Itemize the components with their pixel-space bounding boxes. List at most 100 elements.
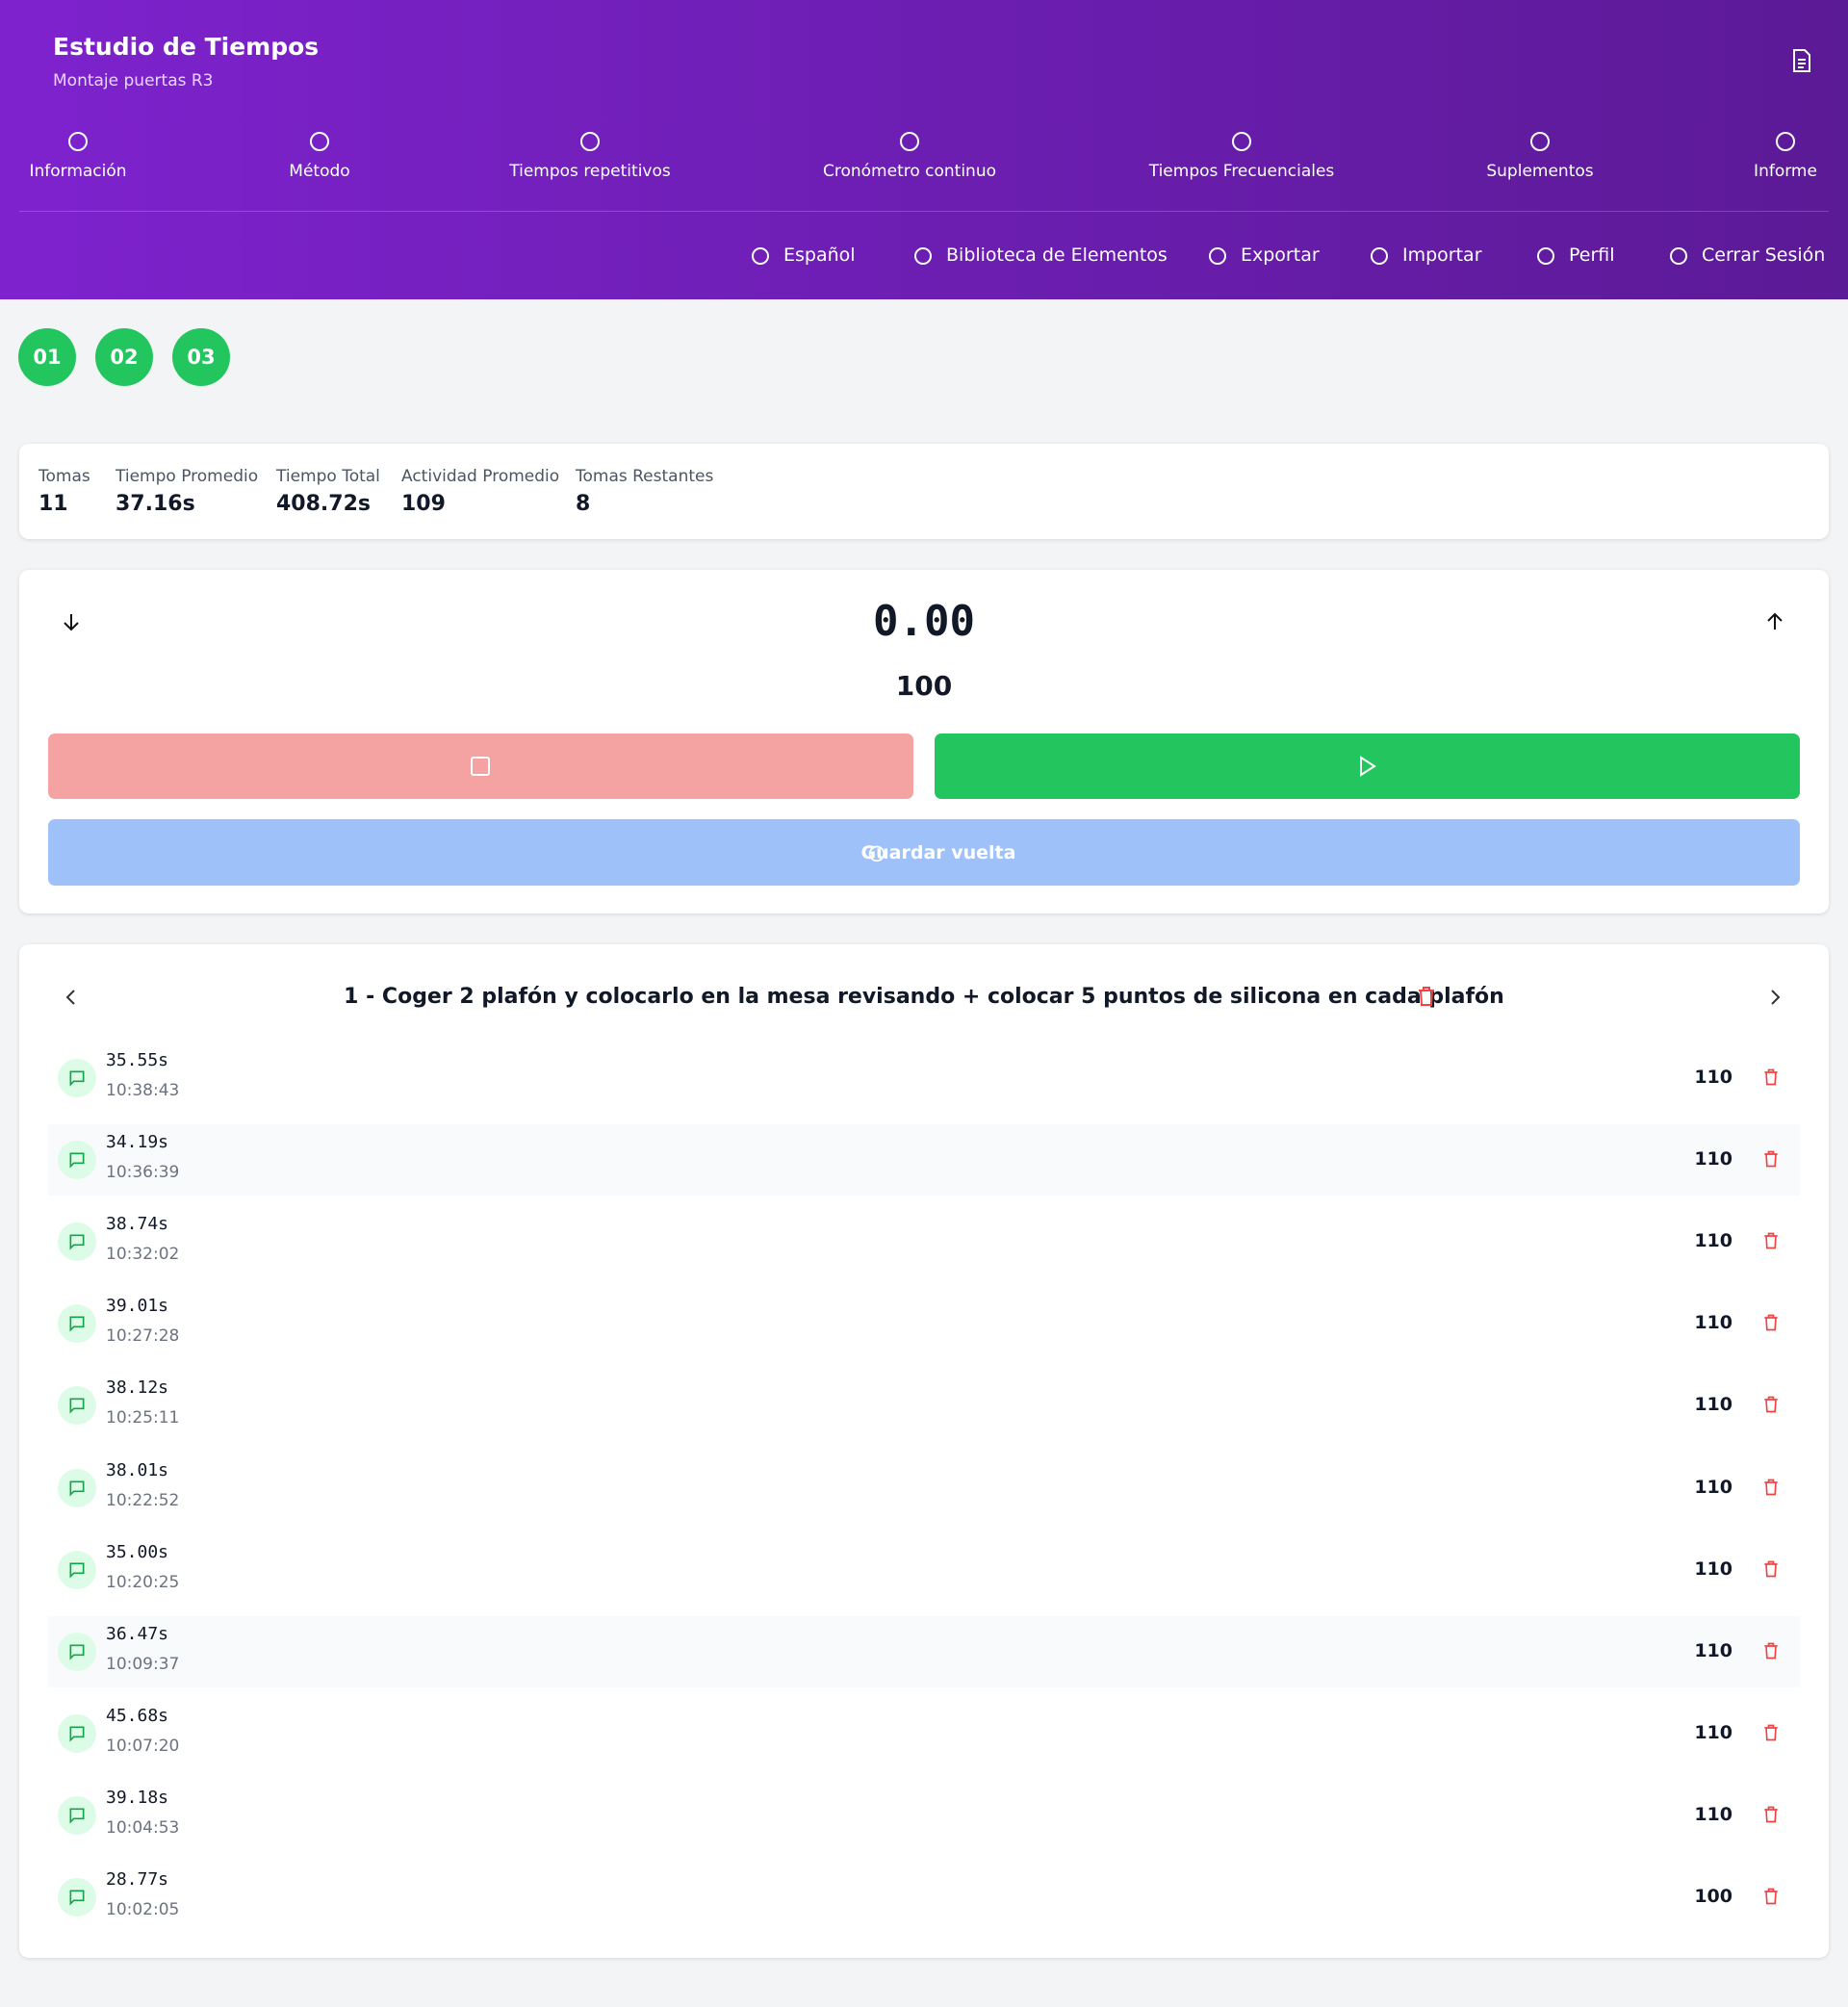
stat-value: 37.16s <box>116 492 195 516</box>
lap-activity: 110 <box>1694 1067 1732 1088</box>
lap-activity: 110 <box>1694 1312 1732 1334</box>
stat-value: 11 <box>38 492 68 516</box>
lap-time: 34.19s <box>106 1132 169 1153</box>
comment-button[interactable] <box>58 1059 96 1097</box>
delete-lap <box>1761 1231 1781 1254</box>
nav-item[interactable]: Informe <box>1754 162 1817 181</box>
lap-time: 35.55s <box>106 1050 169 1070</box>
stat-label: Actividad Promedio <box>401 467 560 486</box>
delete-element <box>1415 985 1438 1012</box>
comment-icon <box>67 1068 87 1092</box>
toolbar-item[interactable]: Importar <box>1402 244 1482 266</box>
toolbar-icon <box>1368 244 1391 271</box>
stats-card: Tomas 11 Tiempo Promedio 37.16s Tiempo Total… <box>19 444 1829 539</box>
comment-button[interactable] <box>58 1550 96 1589</box>
decrease-button <box>60 610 83 637</box>
lap-activity: 110 <box>1694 1476 1732 1498</box>
nav-icon-svg <box>1232 132 1251 151</box>
comment-button[interactable] <box>58 1878 96 1917</box>
lap-activity: 100 <box>1694 1886 1732 1907</box>
app-title: Estudio de Tiempos <box>53 33 320 61</box>
lap-clock: 10:07:20 <box>106 1736 180 1756</box>
save-lap-button[interactable]: Guardar vuelta <box>48 819 1800 886</box>
lap-row: 35.55s 10:38:43 110 <box>48 1042 1800 1114</box>
nav-icon-svg <box>900 132 919 151</box>
nav-icon-svg <box>310 132 329 151</box>
comment-icon-svg <box>69 1808 85 1824</box>
lap-row: 28.77s 10:02:05 100 <box>48 1862 1800 1933</box>
tab[interactable]: 01 <box>18 328 76 386</box>
nav-item[interactable]: Tiempos repetitivos <box>509 162 671 181</box>
lap-activity: 110 <box>1694 1721 1732 1743</box>
toolbar-item[interactable]: Exportar <box>1241 244 1320 266</box>
lap-activity: 110 <box>1694 1803 1732 1825</box>
lap-clock: 10:32:02 <box>106 1245 180 1265</box>
comment-icon-svg <box>69 1316 85 1332</box>
tab[interactable]: 02 <box>95 328 153 386</box>
toolbar-icon-svg <box>914 247 932 265</box>
comment-icon <box>67 1560 87 1583</box>
lap-clock: 10:02:05 <box>106 1900 180 1919</box>
save-lap-label: Guardar vuelta <box>860 842 1016 863</box>
nav-item[interactable]: Suplementos <box>1486 162 1594 181</box>
next-element-svg <box>1771 990 1781 1005</box>
comment-button[interactable] <box>58 1386 96 1426</box>
toolbar-icon <box>1667 244 1690 271</box>
app-subtitle: Montaje puertas R3 <box>53 71 214 90</box>
toolbar-item[interactable]: Cerrar Sesión <box>1702 244 1826 266</box>
delete-lap-svg <box>1764 1724 1778 1741</box>
header: Estudio de Tiempos Montaje puertas R3 In… <box>0 0 1848 299</box>
comment-button[interactable] <box>58 1468 96 1507</box>
laps-card: 1 - Coger 2 plafón y colocarlo en la mes… <box>19 944 1829 1958</box>
nav-item[interactable]: Tiempos Frecuenciales <box>1148 162 1335 181</box>
comment-button[interactable] <box>58 1141 96 1180</box>
lap-time: 36.47s <box>106 1623 169 1644</box>
nav-icon <box>578 130 602 157</box>
toolbar-icon <box>749 244 772 271</box>
comment-button[interactable] <box>58 1222 96 1262</box>
nav-item[interactable]: Información <box>29 162 127 181</box>
comment-icon-svg <box>69 1234 85 1250</box>
nav-icon-svg <box>1776 132 1795 151</box>
increase-button <box>1763 610 1786 637</box>
delete-lap-svg <box>1764 1397 1778 1413</box>
lap-activity: 110 <box>1694 1557 1732 1580</box>
lap-clock: 10:04:53 <box>106 1817 180 1838</box>
comment-icon <box>67 1232 87 1255</box>
comment-button[interactable] <box>58 1713 96 1753</box>
nav-item[interactable]: Método <box>289 162 350 181</box>
element-title: 1 - Coger 2 plafón y colocarlo en la mes… <box>344 985 1504 1009</box>
delete-lap <box>1761 1395 1781 1418</box>
prev-element <box>60 986 83 1013</box>
lap-time: 35.00s <box>106 1541 169 1562</box>
comment-button[interactable] <box>58 1304 96 1344</box>
comment-button[interactable] <box>58 1632 96 1671</box>
lap-activity: 110 <box>1694 1639 1732 1661</box>
toolbar-icon <box>911 244 935 271</box>
delete-lap <box>1761 1641 1781 1664</box>
play-icon-svg <box>1360 756 1376 777</box>
comment-icon-svg <box>69 1562 85 1579</box>
comment-icon-svg <box>69 1890 85 1906</box>
lap-row: 38.01s 10:22:52 110 <box>48 1453 1800 1524</box>
nav-item[interactable]: Cronómetro continuo <box>822 162 997 181</box>
tab[interactable]: 03 <box>172 328 230 386</box>
stat-value: 408.72s <box>276 492 371 516</box>
delete-lap-svg <box>1764 1806 1778 1823</box>
toolbar-icon-svg <box>1209 247 1226 265</box>
lap-clock: 10:38:43 <box>106 1081 180 1100</box>
toolbar-icon-svg <box>1371 247 1388 265</box>
report-icon[interactable] <box>1790 48 1813 73</box>
nav-icon <box>66 130 90 157</box>
toolbar-item[interactable]: Perfil <box>1569 244 1615 266</box>
timer-display: 0.00 <box>873 597 975 646</box>
toolbar-item[interactable]: Biblioteca de Elementos <box>946 244 1168 266</box>
play-button[interactable] <box>935 733 1800 799</box>
delete-lap <box>1761 1149 1781 1172</box>
toolbar-icon-svg <box>752 247 769 265</box>
nav-icon <box>308 130 331 157</box>
toolbar-item[interactable]: Español <box>783 244 856 266</box>
stop-button[interactable] <box>48 733 913 799</box>
lap-time: 45.68s <box>106 1705 169 1726</box>
comment-button[interactable] <box>58 1795 96 1835</box>
